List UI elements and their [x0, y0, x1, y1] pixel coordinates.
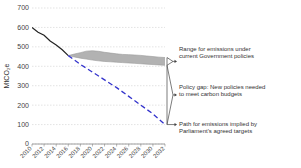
x-tick-label: 2032 — [152, 145, 166, 159]
grid-line — [32, 46, 165, 47]
y-tick-label: 200 — [17, 102, 29, 109]
x-tick — [116, 144, 117, 147]
x-tick-label: 2012 — [31, 145, 45, 159]
arrow-head — [175, 123, 178, 126]
range-lower-line — [68, 56, 165, 66]
y-axis-label: MtCO₂e — [3, 63, 10, 88]
annotation-line: current Government policies — [179, 53, 254, 59]
grid-line — [32, 8, 165, 9]
x-tick-label: 2022 — [92, 145, 106, 159]
plot-area — [32, 27, 165, 124]
x-tick — [80, 144, 81, 147]
x-tick-label: 2010 — [19, 145, 33, 159]
x-tick — [56, 144, 57, 147]
grid-line — [32, 85, 165, 86]
grid-line — [32, 27, 165, 28]
historical-line — [32, 27, 68, 55]
x-axis-line — [32, 144, 165, 145]
grid-line — [32, 124, 165, 125]
y-tick-label: 300 — [17, 82, 29, 89]
bracket — [167, 58, 173, 62]
y-tick-label: 100 — [17, 121, 29, 128]
policy-range-area — [68, 51, 165, 66]
x-tick — [68, 144, 69, 147]
y-tick-label: 600 — [17, 24, 29, 31]
grid-line — [32, 66, 165, 67]
annotation: Range for emissions undercurrent Governm… — [179, 46, 254, 59]
x-tick-label: 2016 — [55, 145, 69, 159]
bracket — [167, 65, 168, 124]
x-tick-label: 2018 — [67, 145, 81, 159]
annotation-line: Range for emissions under — [179, 46, 251, 52]
x-tick — [92, 144, 93, 147]
x-tick-label: 2028 — [128, 145, 142, 159]
x-tick — [44, 144, 45, 147]
target-line — [68, 56, 165, 125]
x-tick-label: 2026 — [116, 145, 130, 159]
annotation-line: Path for emissions implied by — [179, 121, 257, 127]
x-tick-label: 2030 — [140, 145, 154, 159]
y-tick-label: 700 — [17, 4, 29, 11]
arrow-head — [175, 93, 178, 96]
x-tick-label: 2024 — [104, 145, 118, 159]
annotation-line: Parliament's agreed targets — [179, 128, 252, 134]
x-tick-label: 2014 — [43, 145, 57, 159]
y-tick-label: 500 — [17, 43, 29, 50]
x-tick — [128, 144, 129, 147]
bracket — [167, 124, 176, 125]
bracket — [167, 58, 168, 66]
x-tick — [140, 144, 141, 147]
chart: 0100200300400500600700201020122014201620… — [0, 0, 301, 168]
bracket — [167, 61, 173, 65]
x-tick — [32, 144, 33, 147]
bracket — [167, 65, 173, 95]
x-tick-label: 2020 — [79, 145, 93, 159]
annotation-line: to meet carbon budgets — [179, 91, 242, 97]
grid-line — [32, 105, 165, 106]
grid-line — [32, 144, 165, 145]
x-tick — [104, 144, 105, 147]
x-tick — [152, 144, 153, 147]
x-tick — [165, 144, 166, 147]
y-tick-label: 400 — [17, 63, 29, 70]
annotation: Policy gap: New policies neededto meet c… — [179, 84, 265, 97]
annotation-line: Policy gap: New policies needed — [179, 84, 265, 90]
annotation: Path for emissions implied byParliament'… — [179, 121, 257, 134]
arrow-head — [175, 60, 178, 63]
bracket — [167, 95, 173, 125]
range-upper-line — [68, 51, 165, 58]
